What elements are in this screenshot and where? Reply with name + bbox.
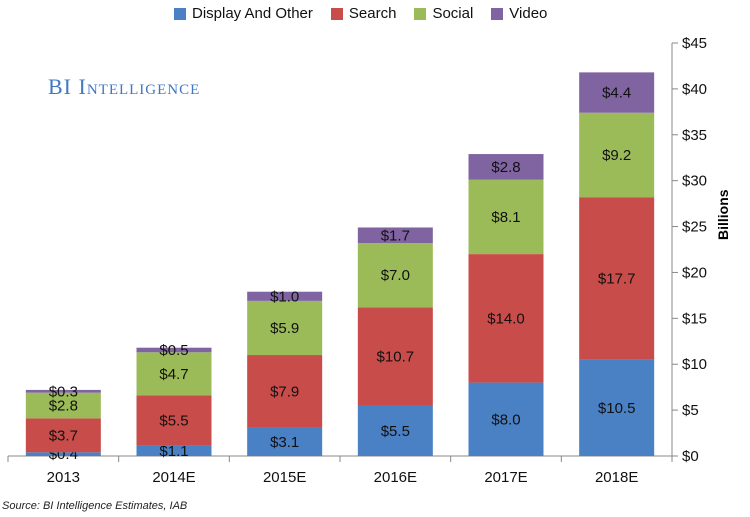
legend-item-search: Search [330,5,397,22]
data-label: $1.0 [270,288,299,305]
data-label: $0.3 [49,383,78,400]
x-tick-label: 2017E [484,469,527,486]
brand-logo-text: BI Intelligence [48,74,201,99]
legend-item-social: Social [414,5,473,22]
data-label: $10.5 [598,400,636,417]
bar-segment [579,359,655,456]
bar-segment [247,291,323,301]
x-tick-label: 2014E [152,469,195,486]
bar-segment [25,389,101,393]
legend-item-video: Video [491,5,547,22]
bar-segment [136,445,212,456]
y-tick-label: $10 [682,356,707,373]
data-label: $7.0 [381,267,410,284]
bar-segment [357,307,433,406]
bar-segment [468,154,544,180]
legend: Display And Other Search Social Video [174,5,547,22]
y-tick-label: $35 [682,127,707,144]
legend-label-social: Social [432,5,474,22]
data-label: $10.7 [377,348,415,365]
data-label: $4.7 [159,366,188,383]
bar-segment [25,418,101,453]
y-tick-label: $15 [682,310,707,327]
data-label: $14.0 [487,310,525,327]
legend-swatch-display [174,7,186,20]
y-tick-label: $45 [682,35,707,52]
bar-segment [25,392,101,419]
bar-segment [468,179,544,255]
bar-segment [357,227,433,244]
x-tick-label: 2015E [263,469,306,486]
bar-segment [468,382,544,456]
legend-label-display: Display And Other [192,5,313,22]
data-label: $1.1 [159,443,188,460]
data-label: $5.5 [381,423,410,440]
y-tick-label: $25 [682,219,707,236]
data-label: $8.1 [491,209,520,226]
data-label: $2.8 [491,159,520,176]
bar-segment [579,72,655,113]
data-label: $9.2 [602,147,631,164]
bar-segment [468,254,544,383]
bar-segment [247,427,323,456]
data-label: $7.9 [270,383,299,400]
y-axis-label: Billions [715,189,731,240]
data-label: $5.5 [159,413,188,430]
legend-item-display: Display And Other [174,5,313,22]
legend-swatch-search [330,7,343,20]
source-note: Source: BI Intelligence Estimates, IAB [2,500,188,512]
legend-swatch-video [491,7,504,20]
bar-segment [357,243,433,308]
data-label: $17.7 [598,270,636,287]
data-label: $3.1 [270,434,299,451]
bar-segment [579,112,655,198]
data-label: $5.9 [270,320,299,337]
y-tick-label: $40 [682,81,707,98]
bar-segment [357,405,433,456]
x-tick-label: 2018E [595,469,638,486]
legend-swatch-social [414,7,427,20]
bar-segment [136,352,212,396]
bar-segment [579,197,655,360]
legend-label-search: Search [348,5,397,22]
x-tick-label: 2013 [47,469,80,486]
y-tick-label: $30 [682,173,707,190]
y-tick-label: $0 [682,448,699,465]
bar-segment [136,395,212,446]
data-label: $2.8 [49,398,78,415]
bar-segment [247,300,323,356]
y-tick-label: $5 [682,402,699,419]
bar-segment [136,347,212,353]
bar-segment [247,355,323,428]
data-label: $0.5 [159,342,188,359]
y-tick-label: $20 [682,264,707,281]
data-label: $3.7 [49,427,78,444]
x-tick-label: 2016E [374,469,417,486]
data-label: $8.0 [491,411,520,428]
data-label: $1.7 [381,227,410,244]
data-label: $4.4 [602,85,631,102]
bar-segment [25,452,101,456]
legend-label-video: Video [509,5,548,22]
